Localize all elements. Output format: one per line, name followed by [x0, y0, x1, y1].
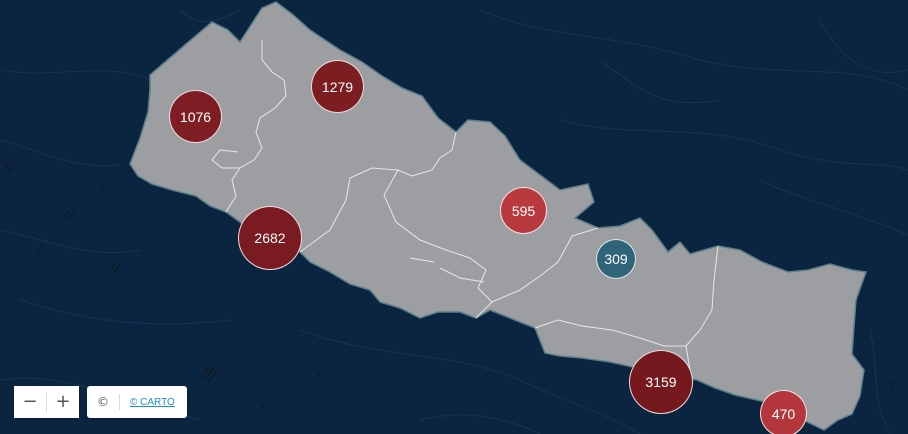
cluster-marker-2682[interactable]: 2682 [238, 206, 302, 270]
cluster-marker-309[interactable]: 309 [596, 239, 636, 279]
zoom-divider [46, 392, 47, 412]
cluster-count: 470 [771, 405, 796, 422]
copyright-icon[interactable]: © [97, 395, 109, 409]
cluster-marker-1076[interactable]: 1076 [169, 90, 222, 143]
cluster-count: 595 [511, 202, 536, 219]
cluster-count: 1279 [321, 78, 354, 95]
zoom-out-button[interactable]: − [14, 386, 46, 418]
cluster-count: 2682 [254, 230, 286, 246]
hatch-marks [3, 161, 897, 411]
cluster-marker-1279[interactable]: 1279 [311, 60, 364, 113]
nepal-landmass [129, 1, 868, 431]
cluster-marker-470[interactable]: 470 [760, 390, 807, 434]
cluster-count: 1076 [179, 108, 212, 125]
cluster-marker-595[interactable]: 595 [500, 187, 547, 234]
cluster-count: 309 [604, 251, 628, 267]
attribution-divider [119, 394, 120, 410]
zoom-control: − + [14, 386, 79, 418]
zoom-in-button[interactable]: + [47, 386, 79, 418]
cluster-count: 3159 [645, 374, 677, 390]
map-controls: − + © © CARTO [14, 386, 187, 418]
cluster-marker-3159[interactable]: 3159 [629, 350, 693, 414]
carto-attribution-link[interactable]: © CARTO [130, 396, 175, 408]
attribution-control: © © CARTO [87, 386, 187, 418]
